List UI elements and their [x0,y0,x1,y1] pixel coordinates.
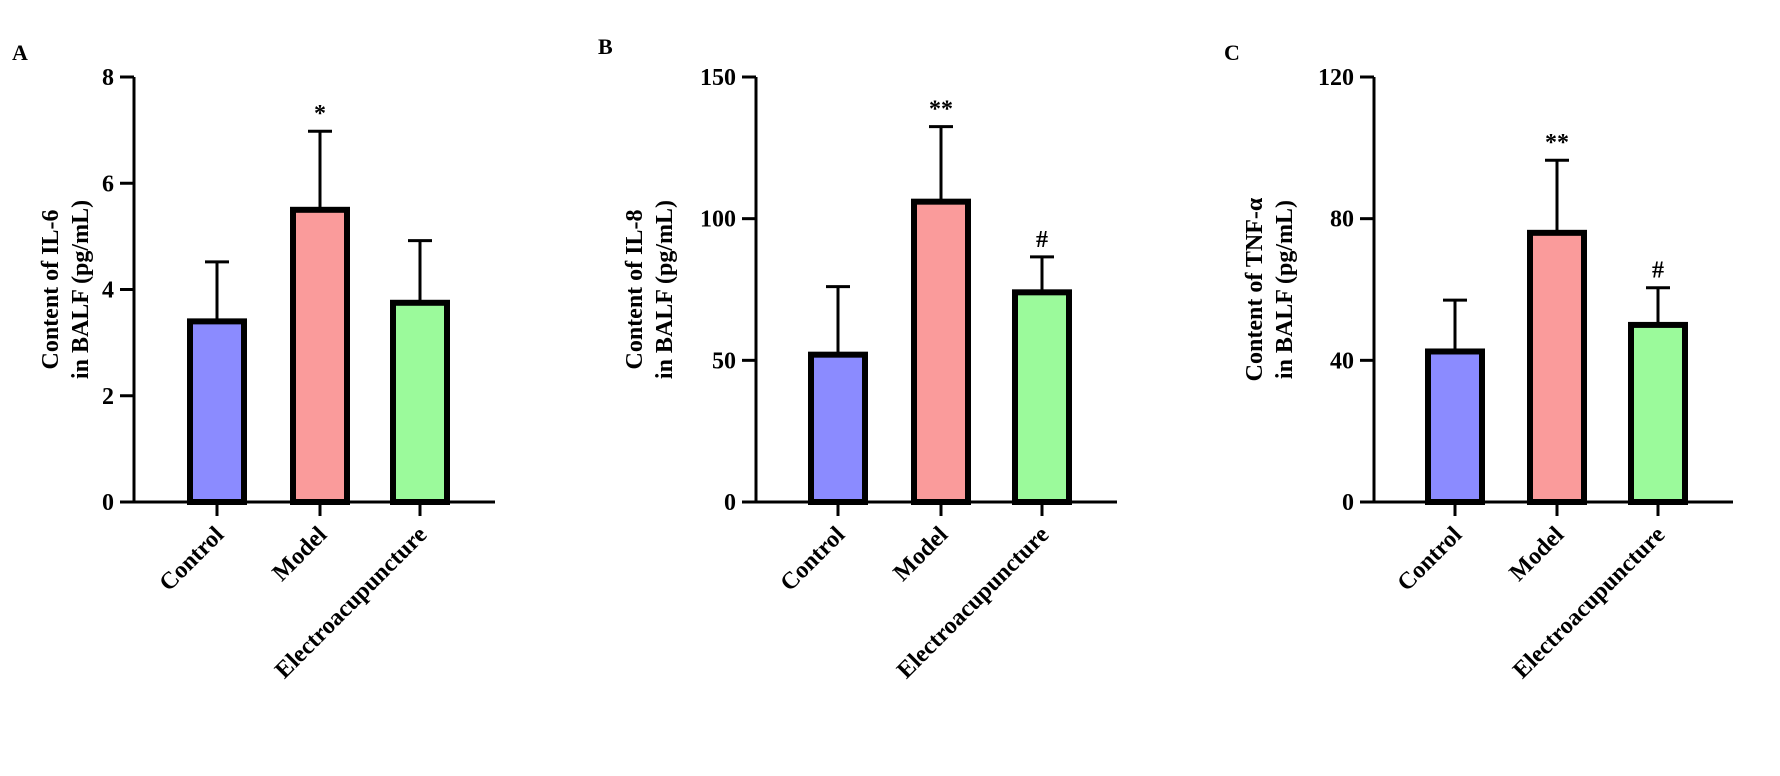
panel-label: B [598,34,613,59]
bar-electroacupuncture [390,299,450,505]
y-tick-label: 120 [1318,65,1354,91]
y-axis-label: in BALF (pg/mL) [652,200,678,379]
y-tick-label: 80 [1330,207,1354,233]
y-tick-label: 0 [724,490,736,516]
y-axis-label: in BALF (pg/mL) [1272,200,1298,379]
x-tick-label-model: Model [268,522,333,587]
bar-control [187,318,247,505]
y-tick-label: 0 [1342,490,1354,516]
significance-marker: # [1036,227,1048,253]
panel-label: A [12,40,28,65]
y-tick-label: 4 [102,278,114,304]
x-tick-label-model: Model [889,522,954,587]
y-axis-label: in BALF (pg/mL) [68,200,94,379]
significance-marker: # [1652,258,1664,284]
y-axis-label: Content of TNF-α [1242,197,1268,381]
y-tick-label: 8 [102,65,114,91]
significance-marker: ** [1545,130,1569,156]
y-tick-label: 50 [712,348,736,374]
bar-electroacupuncture [1012,289,1072,506]
bar-model [290,206,350,505]
bar-control [808,351,868,505]
significance-marker: * [314,101,326,127]
bar-model [1527,229,1587,505]
x-tick-label-control: Control [1393,522,1468,597]
y-axis-label: Content of IL-6 [38,210,64,370]
significance-marker: ** [929,97,953,123]
x-tick-label-control: Control [776,522,851,597]
bar-model [911,198,971,506]
y-tick-label: 2 [102,384,114,410]
bar-control [1425,348,1485,505]
y-tick-label: 6 [102,171,114,197]
y-axis-label: Content of IL-8 [622,210,648,370]
x-tick-label-model: Model [1505,522,1570,587]
bar-electroacupuncture [1628,321,1688,505]
x-tick-label-control: Control [155,522,230,597]
y-tick-label: 0 [102,490,114,516]
y-tick-label: 100 [700,207,736,233]
y-tick-label: 150 [700,65,736,91]
panel-label: C [1224,40,1240,65]
y-tick-label: 40 [1330,348,1354,374]
